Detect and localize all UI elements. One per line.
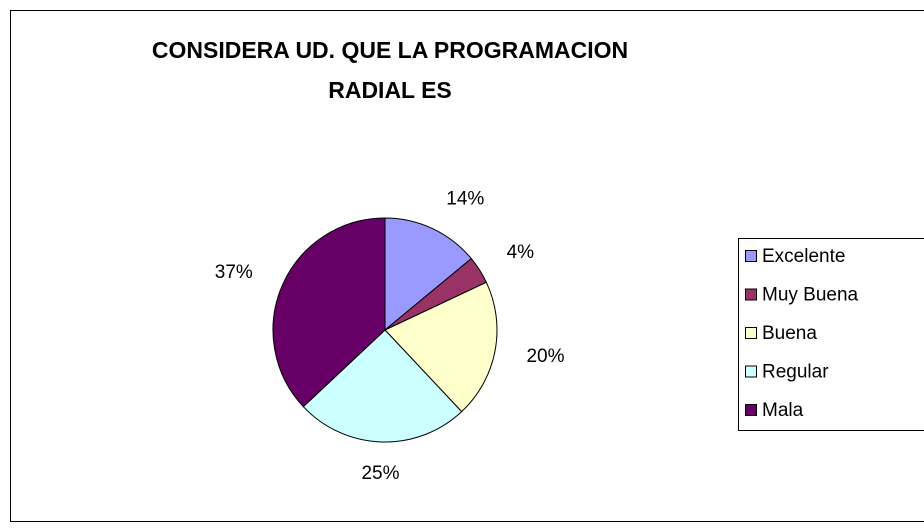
- legend-label: Mala: [762, 400, 804, 421]
- legend-label: Excelente: [762, 246, 845, 267]
- data-label: 20%: [526, 346, 564, 367]
- legend-swatch: [745, 327, 757, 339]
- legend-swatch: [745, 250, 757, 262]
- legend-label: Muy Buena: [762, 285, 859, 306]
- data-label: 25%: [361, 463, 399, 484]
- legend-swatch: [745, 365, 757, 378]
- legend-swatch: [745, 288, 757, 301]
- data-label: 14%: [446, 189, 484, 210]
- pie-slice: [384, 281, 498, 413]
- chart-title: CONSIDERA UD. QUE LA PROGRAMACION RADIAL…: [151, 37, 629, 103]
- pie-slice: [272, 217, 386, 408]
- pie-slice: [384, 217, 473, 332]
- data-label: 37%: [215, 262, 253, 283]
- legend-label: Buena: [762, 323, 817, 344]
- legend-label: Regular: [762, 362, 829, 383]
- pie-slice: [302, 329, 463, 443]
- legend-box: [738, 238, 924, 431]
- legend-swatch: [745, 404, 757, 416]
- data-label: 4%: [507, 242, 535, 263]
